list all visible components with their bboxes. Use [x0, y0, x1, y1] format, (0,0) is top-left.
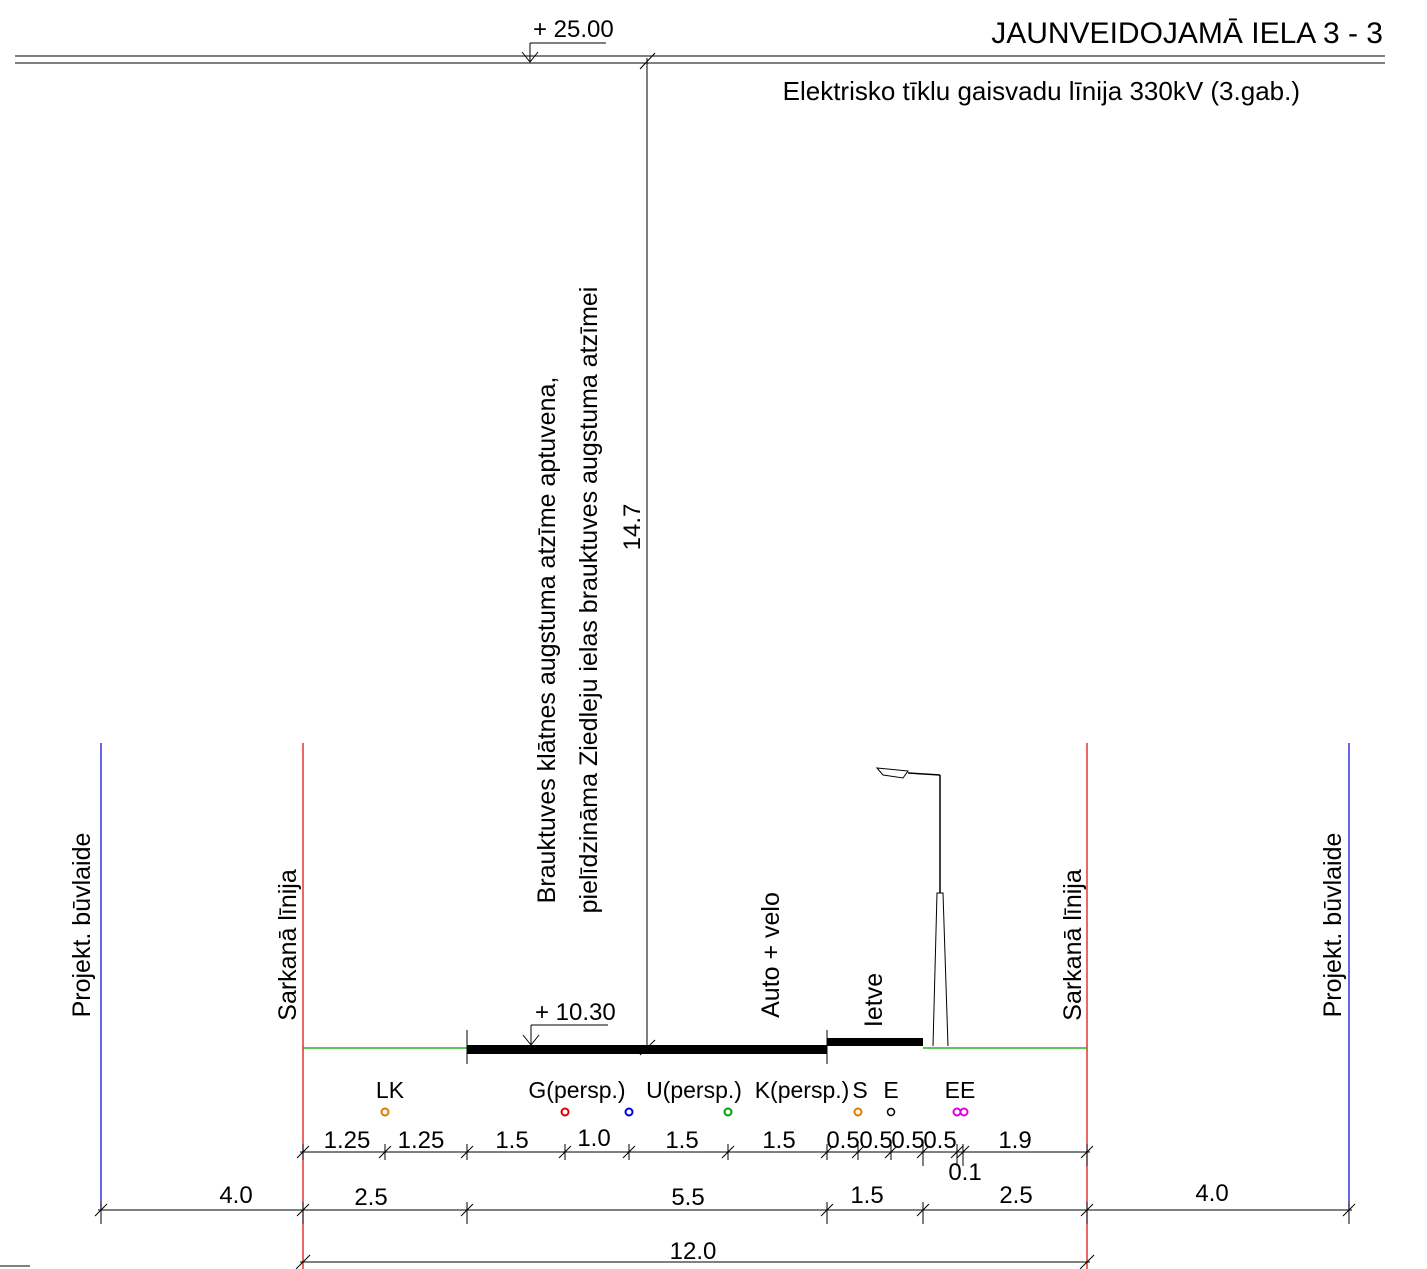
dim-1-5-c: 1.5 — [762, 1127, 795, 1154]
dim-0-5-a: 0.5 — [826, 1127, 859, 1154]
utility-label-sewer: K(persp.) — [755, 1077, 850, 1103]
dim-row1-tick-slash — [721, 1145, 735, 1159]
utility-label-water: U(persp.) — [646, 1077, 742, 1103]
dim-row1-tick-slash — [460, 1145, 474, 1159]
dim-row2-tick-slash — [1342, 1203, 1356, 1217]
carriageway-label: Auto + velo — [757, 892, 785, 1018]
utility-marker-e — [886, 1107, 896, 1117]
dim-row1-tick-slash — [916, 1145, 930, 1159]
dim-0-1: 0.1 — [948, 1159, 981, 1186]
red-line-left-label: Sarkanā līnija — [274, 869, 302, 1021]
dim-row1-tick-slash — [558, 1145, 572, 1159]
dim-row2-tick-slash — [820, 1203, 834, 1217]
dim-4-0-left: 4.0 — [219, 1182, 252, 1209]
road-elevation-arrow — [522, 1034, 540, 1046]
dimension-total: 12.0 — [295, 1238, 1095, 1269]
utility-marker-blue — [624, 1107, 634, 1117]
dim-1-5-sidewalk: 1.5 — [850, 1182, 883, 1209]
utility-marker-ee-1 — [952, 1107, 962, 1117]
dim-row1-tick-slash — [622, 1145, 636, 1159]
dim-0-5-d: 0.5 — [923, 1127, 956, 1154]
dimension-row-1: 1.25 1.25 1.5 1.0 1.5 1.5 0.5 0.5 0.5 0.… — [296, 1125, 1094, 1186]
dim-0-5-c: 0.5 — [891, 1127, 924, 1154]
clearance-tick-top — [639, 52, 656, 70]
drawing-title: JAUNVEIDOJAMĀ IELA 3 - 3 — [991, 17, 1383, 50]
utility-marker-ee-2 — [959, 1107, 969, 1117]
dim-1-0: 1.0 — [577, 1125, 610, 1152]
sidewalk-surface — [827, 1038, 923, 1046]
building-line-right-label: Projekt. būvlaide — [1319, 833, 1347, 1018]
dim-1-25-b: 1.25 — [398, 1127, 445, 1154]
utility-marker-water — [723, 1107, 733, 1117]
utility-marker-lk — [380, 1107, 390, 1117]
street-lamp-icon — [875, 767, 949, 1047]
dim-row2-tick-slash — [94, 1203, 108, 1217]
dim-row2-tick-slash — [460, 1203, 474, 1217]
dim-1-25-a: 1.25 — [324, 1127, 371, 1154]
utility-label-gas: G(persp.) — [528, 1077, 625, 1103]
dim-row1-tick-slash — [956, 1145, 970, 1159]
red-line-right-label: Sarkanā līnija — [1059, 869, 1087, 1021]
top-elevation-arrow — [521, 51, 539, 63]
dim-row2-tick-slash — [916, 1203, 930, 1217]
overhead-line-description: Elektrisko tīklu gaisvadu līnija 330kV (… — [783, 76, 1300, 106]
building-line-left-label: Projekt. būvlaide — [68, 833, 96, 1018]
utility-label-e: E — [883, 1077, 898, 1103]
dim-row1-tick-slash — [820, 1145, 834, 1159]
note-line-2: pielīdzināma Ziedleju ielas brauktuves a… — [575, 287, 603, 914]
top-elevation-label: + 25.00 — [533, 16, 614, 43]
dim-5-5: 5.5 — [671, 1184, 704, 1211]
dim-row2-tick-slash — [296, 1203, 310, 1217]
carriageway-surface — [467, 1045, 827, 1054]
dim-row2-tick-slash — [1080, 1203, 1094, 1217]
dim-12-0: 12.0 — [670, 1238, 717, 1265]
dim-row1-tick-slash — [884, 1145, 898, 1159]
utility-marker-gas — [560, 1107, 570, 1117]
note-line-1: Brauktuves klātnes augstuma atzīme aptuv… — [533, 377, 561, 904]
dim-1-9: 1.9 — [998, 1127, 1031, 1154]
dim-1-5-a: 1.5 — [495, 1127, 528, 1154]
dimension-row-2: 4.0 2.5 5.5 1.5 2.5 4.0 — [94, 1180, 1356, 1224]
dim-row1-tick-slash — [296, 1145, 310, 1159]
dim-row1-tick-slash — [851, 1145, 865, 1159]
utility-label-ee: EE — [945, 1077, 976, 1103]
dim-2-5-right: 2.5 — [999, 1182, 1032, 1209]
dim-0-5-b: 0.5 — [859, 1127, 892, 1154]
utility-marker-s — [853, 1107, 863, 1117]
road-elevation-label: + 10.30 — [535, 999, 616, 1026]
dim-row1-tick-slash — [950, 1145, 964, 1159]
dim-1-5-b: 1.5 — [665, 1127, 698, 1154]
dim-4-0-right: 4.0 — [1195, 1180, 1228, 1207]
utility-label-lk: LK — [376, 1077, 405, 1103]
clearance-value: 14.7 — [619, 504, 646, 551]
dim-2-5-left: 2.5 — [354, 1184, 387, 1211]
dim-row1-tick-slash — [378, 1145, 392, 1159]
dim-row1-tick-slash — [1080, 1145, 1094, 1159]
utility-label-s: S — [852, 1077, 867, 1103]
sidewalk-label: Ietve — [860, 973, 888, 1027]
